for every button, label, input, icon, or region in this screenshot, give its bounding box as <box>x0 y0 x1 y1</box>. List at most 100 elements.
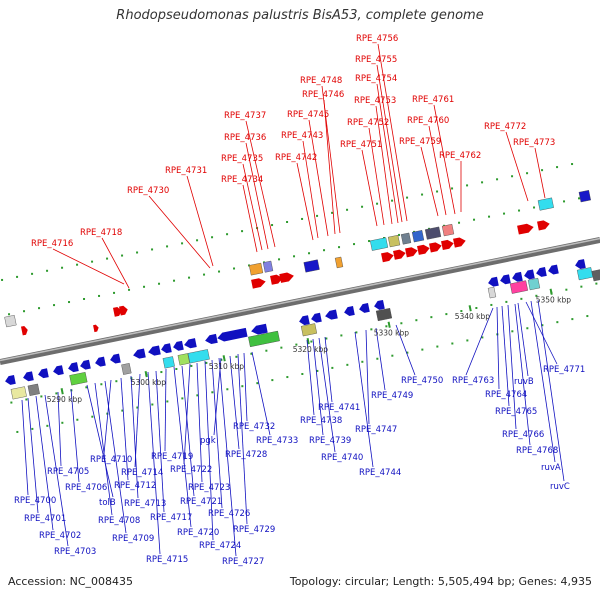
reverse-gene-label: RPE_4714 <box>121 468 163 478</box>
forward-guide-dot <box>376 202 379 205</box>
forward-gene-label: RPE_4716 <box>31 239 73 249</box>
forward-gene-label: RPE_4745 <box>287 110 329 120</box>
forward-leader-line <box>376 64 403 223</box>
reverse-leader-line <box>35 395 54 531</box>
reverse-leader-line <box>130 375 139 499</box>
forward-guide-dot <box>1 278 4 281</box>
reverse-guide-dot <box>151 403 154 406</box>
reverse-leader-line <box>465 307 494 376</box>
reverse-gene-block <box>527 277 541 291</box>
reverse-gene-block <box>162 356 175 369</box>
forward-guide-dot <box>76 263 79 266</box>
reverse-gene-arrow <box>488 276 499 287</box>
forward-mid-dot <box>518 209 521 212</box>
forward-leader-line <box>534 147 546 199</box>
reverse-gene-label: RPE_4765 <box>495 407 537 417</box>
forward-gene-label: RPE_4762 <box>439 151 481 161</box>
reverse-gene-block <box>300 323 318 337</box>
forward-guide-dot <box>16 275 19 278</box>
tick-label: 5340 kbp <box>455 312 491 321</box>
forward-gene-label: RPE_4737 <box>224 111 266 121</box>
forward-gene-block <box>537 197 554 211</box>
reverse-leader-line <box>251 351 271 436</box>
forward-mid-dot <box>338 246 341 249</box>
reverse-mid-dot <box>205 361 208 364</box>
forward-leader-line <box>148 195 211 269</box>
reverse-mid-dot <box>115 380 118 383</box>
forward-guide-dot <box>271 224 274 227</box>
reverse-leader-line <box>147 371 161 555</box>
tick-label: 5290 kbp <box>47 395 83 404</box>
reverse-gene-arrow <box>548 264 559 275</box>
reverse-gene-label: RPE_4764 <box>485 390 527 400</box>
forward-gene-block <box>248 262 264 276</box>
forward-gene-label: RPE_4756 <box>356 34 398 44</box>
forward-gene-label: RPE_4772 <box>484 122 526 132</box>
reverse-guide-dot <box>466 339 469 342</box>
reverse-mid-dot <box>400 322 403 325</box>
reverse-mid-dot <box>565 288 568 291</box>
reverse-gene-label: RPE_4763 <box>452 376 494 386</box>
reverse-leader-line <box>120 377 129 481</box>
forward-gene-arrow <box>537 220 550 231</box>
forward-guide-dot <box>166 245 169 248</box>
forward-mid-dot <box>533 206 536 209</box>
reverse-gene-block <box>487 286 497 299</box>
reverse-leader-line <box>395 324 416 376</box>
forward-leader-line <box>302 140 319 239</box>
forward-gene-label: RPE_4760 <box>407 116 449 126</box>
forward-guide-dot <box>151 248 154 251</box>
tick-label: 5350 kbp <box>536 296 572 305</box>
forward-leader-line <box>245 120 276 248</box>
reverse-gene-arrow <box>161 343 172 354</box>
forward-guide-dot <box>391 199 394 202</box>
reverse-gene-block <box>248 330 280 348</box>
reverse-guide-dot <box>376 357 379 360</box>
reverse-mid-dot <box>505 300 508 303</box>
reverse-gene-label: RPE_4709 <box>112 534 154 544</box>
reverse-gene-block <box>576 267 594 281</box>
reverse-mid-dot <box>490 303 493 306</box>
tick-mark <box>60 388 64 395</box>
reverse-guide-dot <box>541 324 544 327</box>
reverse-guide-dot <box>241 385 244 388</box>
reverse-gene-arrow <box>359 302 370 313</box>
forward-gene-label: RPE_4773 <box>513 138 555 148</box>
reverse-guide-dot <box>451 342 454 345</box>
reverse-mid-dot <box>340 334 343 337</box>
reverse-guide-dot <box>166 400 169 403</box>
forward-gene-label: RPE_4761 <box>412 95 454 105</box>
reverse-gene-block <box>591 269 600 282</box>
forward-mid-dot <box>398 233 401 236</box>
forward-leader-line <box>321 85 341 234</box>
forward-mid-dot <box>368 240 371 243</box>
reverse-guide-dot <box>121 409 124 412</box>
forward-gene-arrow <box>517 223 534 235</box>
tick-label: 5300 kbp <box>131 378 167 387</box>
forward-mid-dot <box>83 297 86 300</box>
forward-leader-line <box>242 184 258 253</box>
reverse-leader-line <box>525 301 558 365</box>
forward-guide-dot <box>106 257 109 260</box>
map-title: Rhodopseudomonas palustris BisA53, compl… <box>116 8 484 23</box>
forward-gene-block <box>4 314 17 328</box>
reverse-leader-line <box>229 355 240 450</box>
reverse-gene-label: RPE_4717 <box>150 513 192 523</box>
reverse-gene-arrow <box>38 368 49 379</box>
reverse-gene-label: RPE_4710 <box>90 455 132 465</box>
forward-gene-label: RPE_4718 <box>80 228 122 238</box>
forward-gene-label: RPE_4742 <box>275 153 317 163</box>
reverse-mid-dot <box>310 340 313 343</box>
reverse-mid-dot <box>535 294 538 297</box>
forward-mid-dot <box>128 288 131 291</box>
reverse-leader-line <box>181 365 195 497</box>
reverse-leader-line <box>306 339 315 416</box>
forward-gene-arrow <box>270 274 283 285</box>
reverse-gene-label: RPE_4713 <box>124 499 166 509</box>
reverse-leader-line <box>213 357 222 436</box>
forward-gene-block <box>334 256 344 269</box>
reverse-leader-line <box>134 373 141 468</box>
forward-mid-dot <box>143 285 146 288</box>
forward-mid-dot <box>578 197 581 200</box>
reverse-guide-dot <box>316 369 319 372</box>
